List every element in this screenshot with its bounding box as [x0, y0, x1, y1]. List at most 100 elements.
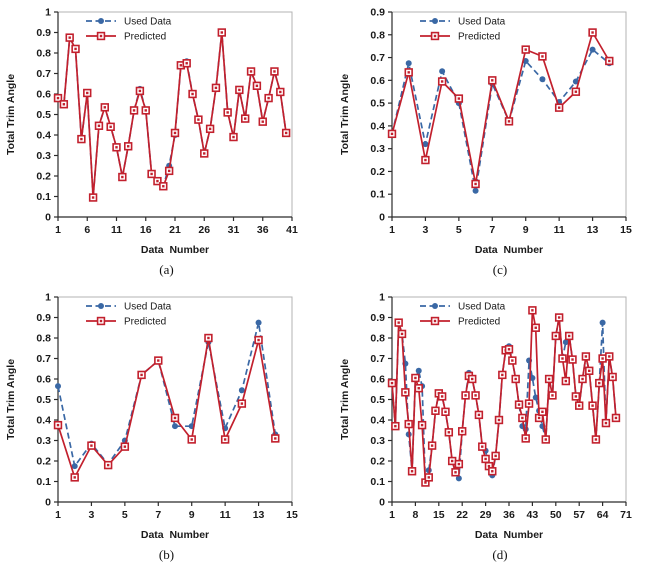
- chart-c: 0 0.1 0.2 0.3 0.4 0.5 0.6 0.7 0.8 0.9 1 3 5 7 9 11 13 15 D…: [333, 0, 667, 285]
- svg-text:1: 1: [389, 224, 395, 236]
- svg-text:1: 1: [55, 224, 61, 236]
- svg-text:11: 11: [111, 224, 122, 236]
- svg-text:5: 5: [122, 509, 128, 521]
- chart-a: 0 0.1 0.2 0.3 0.4 0.5 0.6 0.7 0.8 0.9 1 1 6 11 16 21 26 3…: [0, 0, 333, 285]
- svg-text:0.5: 0.5: [36, 394, 51, 406]
- svg-text:71: 71: [620, 509, 632, 521]
- svg-text:16: 16: [140, 224, 152, 236]
- svg-text:0: 0: [379, 497, 385, 509]
- svg-text:36: 36: [257, 224, 269, 236]
- svg-text:15: 15: [620, 224, 632, 236]
- svg-text:3: 3: [89, 509, 95, 521]
- svg-text:0.8: 0.8: [370, 333, 385, 345]
- svg-text:0.7: 0.7: [370, 353, 385, 365]
- chart-c-caption: (c): [492, 262, 508, 277]
- svg-text:Data Number: Data Number: [474, 529, 542, 541]
- svg-text:Predicted: Predicted: [124, 317, 166, 328]
- svg-text:0.4: 0.4: [370, 415, 385, 427]
- svg-text:Total Trim Angle: Total Trim Angle: [339, 359, 351, 440]
- svg-text:8: 8: [412, 509, 418, 521]
- svg-text:11: 11: [553, 224, 564, 236]
- svg-text:Total Trim Angle: Total Trim Angle: [5, 74, 17, 155]
- svg-text:9: 9: [522, 224, 528, 236]
- svg-text:0.3: 0.3: [36, 150, 51, 162]
- svg-text:1: 1: [45, 7, 51, 19]
- svg-text:50: 50: [549, 509, 561, 521]
- svg-text:Total Trim Angle: Total Trim Angle: [5, 359, 17, 440]
- svg-text:22: 22: [456, 509, 468, 521]
- svg-text:11: 11: [220, 509, 231, 521]
- svg-text:0.1: 0.1: [36, 191, 51, 203]
- chart-d-caption: (d): [492, 547, 508, 562]
- svg-text:Predicted: Predicted: [458, 32, 500, 43]
- svg-text:0.3: 0.3: [370, 143, 385, 155]
- svg-text:13: 13: [586, 224, 598, 236]
- chart-d-canvas: 0 0.1 0.2 0.3 0.4 0.5 0.6 0.7 0.8 0.9 1 1 8 15 22 29 36 4…: [339, 292, 632, 542]
- chart-b: 0 0.1 0.2 0.3 0.4 0.5 0.6 0.7 0.8 0.9 1 1 3 5 7 9 11 13 15…: [0, 285, 333, 569]
- svg-text:0.6: 0.6: [370, 374, 385, 386]
- svg-text:1: 1: [379, 292, 385, 304]
- svg-text:41: 41: [286, 224, 298, 236]
- svg-text:0.7: 0.7: [36, 68, 51, 80]
- chart-b-canvas: 00.10.20.30.40.50.60.70.80.911 3 5 7 9 11 13 15…: [5, 292, 298, 542]
- svg-text:0.4: 0.4: [36, 130, 51, 142]
- svg-text:Data Number: Data Number: [141, 529, 209, 541]
- svg-text:15: 15: [286, 509, 298, 521]
- svg-text:15: 15: [432, 509, 444, 521]
- svg-text:Used Data: Used Data: [124, 302, 172, 313]
- svg-text:1: 1: [55, 509, 61, 521]
- svg-text:Used Data: Used Data: [458, 302, 506, 313]
- svg-text:0.3: 0.3: [36, 435, 51, 447]
- svg-text:7: 7: [155, 509, 161, 521]
- svg-text:0.2: 0.2: [36, 171, 51, 183]
- svg-text:0.8: 0.8: [370, 29, 385, 41]
- svg-text:0.8: 0.8: [36, 48, 51, 60]
- svg-text:7: 7: [489, 224, 495, 236]
- svg-text:3: 3: [422, 224, 428, 236]
- svg-text:0.6: 0.6: [370, 75, 385, 87]
- chart-a-canvas: 00.10.20.30.40.50.60.70.80.911 6 11 16 21 26 3…: [5, 7, 298, 257]
- svg-text:0.6: 0.6: [36, 374, 51, 386]
- svg-text:0.4: 0.4: [36, 415, 51, 427]
- svg-text:0.3: 0.3: [370, 435, 385, 447]
- svg-text:0: 0: [379, 212, 385, 224]
- svg-text:0: 0: [45, 497, 51, 509]
- svg-text:0.9: 0.9: [370, 312, 385, 324]
- svg-text:0.2: 0.2: [370, 456, 385, 468]
- svg-text:57: 57: [573, 509, 585, 521]
- svg-text:Data Number: Data Number: [141, 244, 209, 256]
- svg-text:13: 13: [253, 509, 265, 521]
- svg-text:9: 9: [189, 509, 195, 521]
- svg-text:6: 6: [84, 224, 90, 236]
- svg-text:0.9: 0.9: [370, 7, 385, 19]
- svg-text:43: 43: [526, 509, 538, 521]
- svg-text:5: 5: [455, 224, 461, 236]
- svg-text:0.6: 0.6: [36, 89, 51, 101]
- svg-text:0.8: 0.8: [36, 333, 51, 345]
- svg-text:Used Data: Used Data: [124, 17, 172, 28]
- svg-text:64: 64: [596, 509, 608, 521]
- svg-text:0.9: 0.9: [36, 27, 51, 39]
- svg-text:0.5: 0.5: [370, 98, 385, 110]
- svg-text:Used Data: Used Data: [458, 17, 506, 28]
- chart-a-caption: (a): [159, 262, 174, 277]
- chart-b-caption: (b): [158, 547, 175, 562]
- svg-text:0.4: 0.4: [370, 120, 385, 132]
- svg-text:21: 21: [169, 224, 181, 236]
- chart-d: 0 0.1 0.2 0.3 0.4 0.5 0.6 0.7 0.8 0.9 1 1 8 15 22 29 36 4…: [333, 285, 667, 569]
- svg-text:0.5: 0.5: [370, 394, 385, 406]
- svg-text:Total Trim Angle: Total Trim Angle: [339, 74, 351, 155]
- svg-text:1: 1: [389, 509, 395, 521]
- svg-text:1: 1: [45, 292, 51, 304]
- svg-text:Data Number: Data Number: [474, 244, 542, 256]
- svg-text:0.5: 0.5: [36, 109, 51, 121]
- svg-text:0.7: 0.7: [370, 52, 385, 64]
- svg-text:26: 26: [198, 224, 210, 236]
- svg-text:0.1: 0.1: [370, 476, 385, 488]
- chart-c-canvas: 00.10.20.30.40.50.60.70.80.91 3 5 7 9 11 13 15D…: [339, 7, 632, 257]
- svg-text:0.7: 0.7: [36, 353, 51, 365]
- svg-text:31: 31: [228, 224, 240, 236]
- svg-text:Predicted: Predicted: [124, 32, 166, 43]
- svg-text:36: 36: [503, 509, 515, 521]
